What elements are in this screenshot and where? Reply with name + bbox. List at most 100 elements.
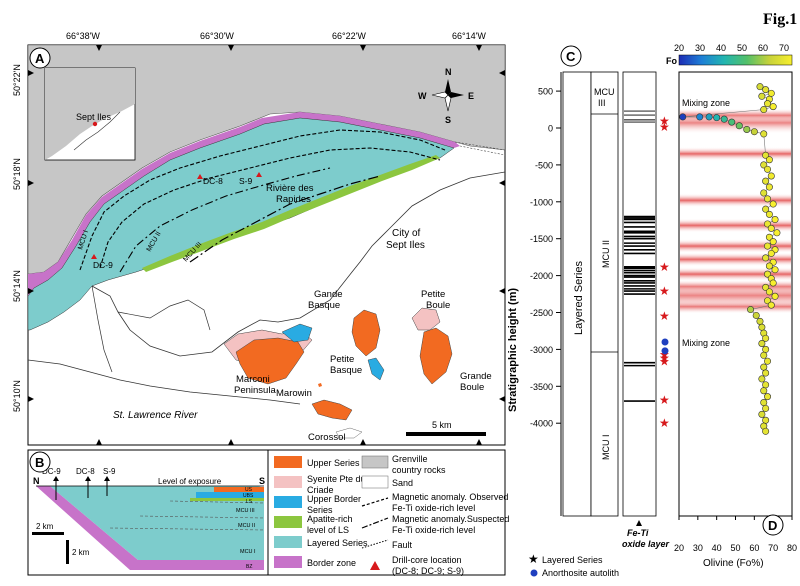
legend-upper-series: Upper Series <box>307 458 360 468</box>
legend-mag-sus-1: Magnetic anomaly.Suspected <box>392 514 509 524</box>
place-river: St. Lawrence River <box>113 410 198 421</box>
ytick-label-0: 500 <box>538 87 553 97</box>
grande-boule-island <box>419 327 453 385</box>
legend-swatch-upper-series <box>274 456 302 468</box>
column-yticks: 500 0 -500 -1000 -1500 -2000 -2500 -3000 -3500 -4… <box>530 87 561 429</box>
olivine-sample-36 <box>764 242 772 250</box>
colorbar-tick-2: 40 <box>716 43 726 53</box>
marowin-islet <box>318 383 322 387</box>
place-marconi-1: Marconi <box>236 374 270 385</box>
ytick-label-2: -500 <box>535 160 553 170</box>
place-pboule-2: Boule <box>426 300 450 311</box>
olivine-sample-15 <box>743 125 751 133</box>
ytick-label-1: 0 <box>548 124 553 134</box>
legend-fault: Fault <box>392 540 413 550</box>
mixing-zone-lower: Mixing zone <box>682 338 730 348</box>
colorbar-tick-5: 70 <box>779 43 789 53</box>
legend-sand: Sand <box>392 478 413 488</box>
place-corossol: Corossol <box>308 432 346 443</box>
corossol-island <box>311 399 353 421</box>
ytick-label-5: -2000 <box>530 271 553 281</box>
map-ticks <box>28 45 505 445</box>
lat-label-4: 50°10'N <box>12 380 22 412</box>
colorbar <box>678 54 793 66</box>
key-star: ★ <box>528 552 539 566</box>
mcu2-label: MCU II <box>601 240 611 268</box>
legend-ubs-1: Upper Border <box>307 494 361 504</box>
observed-anomaly-1 <box>79 129 446 271</box>
olivine-sample-72 <box>762 427 770 435</box>
section-layer-mcu2: MCU II <box>238 523 256 529</box>
mcu-box <box>590 71 619 517</box>
ytick-label-8: -3500 <box>530 382 553 392</box>
colorbar-tick-3: 50 <box>737 43 747 53</box>
drill-core-dc9-label: DC-9 <box>93 260 113 270</box>
olivine-sample-42 <box>771 266 779 274</box>
olivine-samples <box>679 83 781 435</box>
compass-rose: N S E W <box>418 67 474 125</box>
olivine-sample-17 <box>760 130 768 138</box>
layered-star-6: ★ <box>659 351 670 365</box>
olivine-sample-63 <box>758 375 766 383</box>
colorbar-tick-0: 20 <box>674 43 684 53</box>
olivine-sample-3 <box>758 92 766 100</box>
observed-anomaly-2 <box>99 147 441 269</box>
legend-mag-obs-1: Magnetic anomaly. Observed <box>392 492 508 502</box>
legend-swatch-layered <box>274 536 302 548</box>
section-layer-ubs: UBS <box>243 493 254 499</box>
colorbar-tick-1: 30 <box>695 43 705 53</box>
place-city-1: City of <box>392 228 421 239</box>
shoreline-south <box>28 359 301 405</box>
mixing-zone-band-0 <box>680 111 791 134</box>
lon-label-2: 66°30'W <box>200 31 234 41</box>
section-layer-bz: BZ <box>246 564 252 570</box>
olivine-sample-7 <box>760 106 768 114</box>
olivine-sample-6 <box>769 103 777 111</box>
legend-swatch-sand <box>361 475 389 489</box>
olivine-sample-28 <box>762 205 770 213</box>
section-n: N <box>33 476 40 486</box>
column-ylabel: Stratigraphic height (m) <box>507 288 519 412</box>
cross-section-panel: N S DC-9 DC-8 S-9 Level of exposure US U… <box>27 449 269 576</box>
legend-swatch-grenville <box>361 455 389 469</box>
place-pbasque-2: Basque <box>330 365 362 376</box>
place-gboule-1: Grande <box>460 371 492 382</box>
layered-star-3: ★ <box>659 284 670 298</box>
reversal-band-6 <box>680 267 791 282</box>
olivine-sample-11 <box>713 114 721 122</box>
olivine-sample-0 <box>756 83 764 91</box>
figure-title: Fig.1 <box>763 11 797 28</box>
drill-core-dc8-label: DC-8 <box>203 176 223 186</box>
lat-label-3: 50°14'N <box>12 270 22 302</box>
olivine-sample-26 <box>764 195 772 203</box>
section-border-zone <box>36 486 264 570</box>
olivine-sample-27 <box>769 200 777 208</box>
legend-syenite-1: Syenite Pte du <box>307 474 366 484</box>
column-panel: C Stratigraphic height (m) 500 0 -500 -1000… <box>507 45 670 549</box>
olivine-sample-57 <box>758 339 766 347</box>
olivine-sample-29 <box>765 210 773 218</box>
lat-label-1: 50°22'N <box>12 64 22 96</box>
olivine-sample-32 <box>767 224 775 232</box>
section-layer-us: US <box>245 487 253 493</box>
olivine-sample-13 <box>728 118 736 126</box>
section-core-dc9: DC-9 <box>42 467 61 476</box>
marconi-upper-series <box>235 337 305 385</box>
layered-star-7: ★ <box>659 355 670 369</box>
drill-core-s9-label: S-9 <box>239 176 253 186</box>
fault-line <box>189 175 381 263</box>
olivine-panel: Fo 20 30 40 50 60 70 Mixing zone Mixing zone … <box>666 43 797 569</box>
compass-e: E <box>468 91 474 101</box>
olivine-sample-49 <box>764 297 772 305</box>
olivine-sample-38 <box>767 249 775 257</box>
xtick-label-5: 70 <box>768 543 778 553</box>
place-pbasque-1: Petite <box>330 354 354 365</box>
olivine-sample-54 <box>758 323 766 331</box>
mcu1-label: MCU I <box>601 435 611 461</box>
olivine-xticks: 20 30 40 50 60 70 80 <box>674 516 797 553</box>
reversal-band-4 <box>680 239 791 254</box>
olivine-sample-19 <box>765 156 773 164</box>
place-marowin: Marowin <box>276 388 312 399</box>
corossol-sand <box>335 427 363 439</box>
olivine-sample-70 <box>762 416 770 424</box>
